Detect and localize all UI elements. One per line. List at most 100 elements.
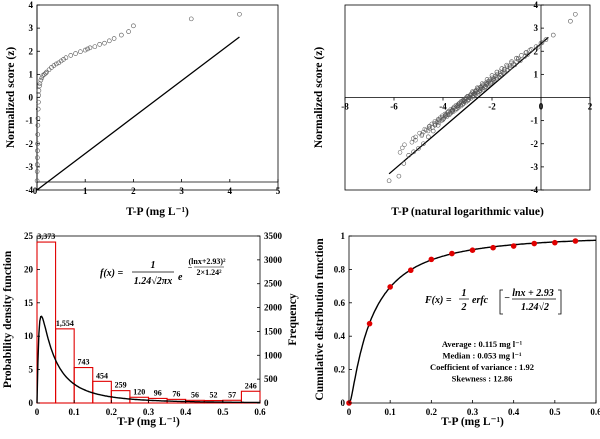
x-tick-label: 2	[131, 186, 136, 196]
data-point	[568, 18, 573, 24]
y-tick-label: 0.2	[334, 365, 346, 375]
data-point	[422, 126, 427, 132]
data-point	[538, 40, 544, 46]
data-point	[43, 70, 48, 76]
x-tick-label: 0	[33, 186, 38, 196]
data-point	[465, 94, 470, 99]
equation-half-denominator: 2	[461, 302, 467, 313]
data-point	[450, 106, 456, 111]
data-point	[387, 284, 393, 290]
x-tick-label: 0	[539, 102, 544, 112]
panel-b: -8 -6 -4 -2 0 2 -4 -3 -2 -1 1 2 3 4 T-P (natural logar…	[313, 0, 593, 218]
data-point	[53, 61, 59, 67]
data-point	[73, 51, 78, 56]
equation-exp-base: e	[178, 272, 183, 283]
x-tick-label: 0.5	[549, 407, 561, 417]
y-tick-label: -2	[531, 139, 539, 149]
data-point	[396, 173, 402, 179]
bar-value-label: 96	[154, 388, 162, 397]
data-point	[432, 121, 437, 126]
x-tick-label: 0.1	[69, 407, 81, 417]
data-point	[440, 117, 446, 122]
data-point	[58, 58, 64, 64]
x-tick-label: -2	[488, 102, 496, 112]
data-point	[36, 88, 42, 93]
data-point	[479, 83, 485, 89]
data-point	[46, 67, 52, 73]
data-point	[429, 121, 435, 127]
data-point	[572, 11, 578, 17]
data-point	[528, 47, 534, 52]
x-axis-label: T-P (mg L⁻¹)	[117, 416, 180, 428]
bar-value-label: 3,373	[37, 232, 55, 241]
data-point	[35, 122, 41, 128]
y-axis-label: Cumulative distribution function	[314, 238, 326, 401]
equation-lhs: F(x) =	[424, 295, 452, 306]
y-tick-label: -4	[26, 185, 34, 195]
data-point	[407, 267, 414, 274]
y-tick-label: 0	[29, 398, 34, 408]
data-point	[39, 75, 45, 81]
x-tick-label: 0.3	[467, 407, 479, 417]
y-tick-label: 3	[29, 23, 34, 33]
equation-numerator: 1	[151, 260, 156, 271]
x-tick-label: 0.1	[385, 407, 397, 417]
data-point	[35, 132, 41, 137]
data-point	[419, 132, 425, 137]
data-point	[460, 98, 465, 104]
data-point	[366, 320, 373, 327]
data-point	[552, 239, 558, 246]
data-point	[469, 247, 476, 253]
data-point	[428, 256, 435, 263]
x-tick-label: 4	[228, 186, 233, 196]
y2-tick-label: 3000	[264, 255, 283, 265]
cdf-equation: F(x) = 1 2 erfc − lnx + 2.93 1.24√2	[424, 288, 562, 315]
histogram-bar	[92, 380, 112, 404]
data-point	[34, 162, 40, 167]
data-point	[51, 63, 57, 68]
data-point	[401, 161, 407, 166]
equation-inner-denominator: 1.24√2	[521, 302, 549, 313]
x-tick-label: 0	[347, 407, 352, 417]
data-point	[126, 29, 131, 34]
data-point	[494, 71, 500, 77]
data-point	[507, 65, 512, 71]
pdf-equation: f(x) = 1 1.24√2πx e−(lnx+2.93)² 2×1.24²	[100, 257, 226, 287]
data-point	[425, 134, 431, 140]
data-point	[489, 73, 495, 78]
x-tick-label: 1	[83, 186, 88, 196]
data-point	[474, 85, 480, 91]
y-tick-label: 1	[29, 69, 34, 79]
data-point	[41, 72, 47, 77]
reference-line	[388, 36, 549, 175]
panel-a: -4 -3 -2 -1 0 1 2 3 4 1 2 3 4 5 0 T-P (mg L⁻¹) Normalize…	[5, 0, 281, 218]
x-tick-label: -6	[390, 102, 398, 112]
data-point	[509, 59, 514, 64]
histogram-bar	[240, 390, 261, 404]
y-axis-label: Probability density function	[2, 250, 14, 388]
data-point	[455, 103, 461, 108]
data-point	[82, 47, 88, 53]
y2-tick-label: 1000	[264, 350, 283, 360]
stat-line: Average : 0.115 mg l⁻¹	[442, 339, 523, 349]
data-point	[490, 75, 495, 81]
data-point	[516, 55, 521, 61]
y-tick-label: 1	[341, 231, 346, 241]
data-point	[35, 116, 41, 121]
x-tick-label: 0.5	[217, 407, 229, 417]
x-axis-label: T-P (mg L⁻¹)	[126, 206, 189, 218]
data-point	[514, 55, 519, 61]
data-point	[35, 141, 40, 147]
data-point	[432, 119, 438, 124]
data-point	[467, 93, 473, 98]
equation-exp-numerator: (lnx+2.93)²	[189, 257, 227, 266]
y-tick-label: 5	[29, 365, 34, 375]
data-point	[543, 37, 549, 42]
data-point	[531, 240, 538, 247]
data-point	[397, 150, 403, 155]
x-tick-label: 3	[179, 186, 184, 196]
x-tick-label: 0.4	[508, 407, 520, 417]
y2-tick-label: 2000	[264, 303, 283, 313]
x-tick-label: 2	[588, 102, 593, 112]
